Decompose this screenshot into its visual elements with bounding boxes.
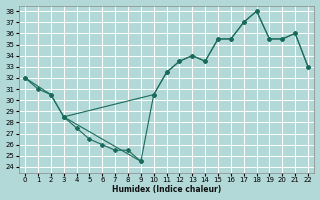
X-axis label: Humidex (Indice chaleur): Humidex (Indice chaleur) — [112, 185, 221, 194]
